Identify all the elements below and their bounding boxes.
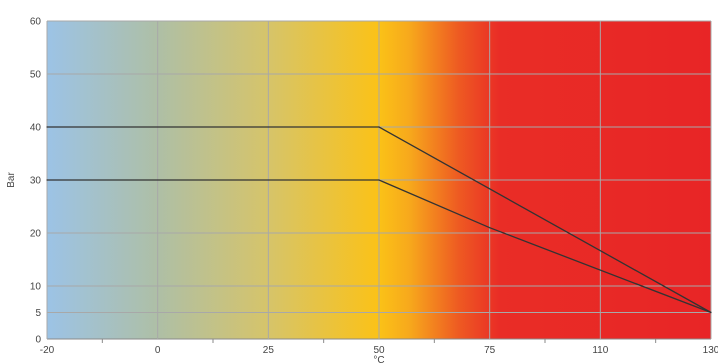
y-tick-label: 60 — [30, 17, 42, 28]
y-tick-label: 10 — [30, 282, 42, 293]
series-1-point — [46, 126, 48, 128]
y-axis-title: Bar — [6, 172, 17, 188]
y-tick-label: 5 — [35, 308, 41, 319]
y-axis-tick-labels: 0 5 10 20 30 40 50 60 — [30, 17, 42, 346]
x-tick-label: 50 — [373, 345, 385, 356]
series-2-point — [710, 311, 712, 314]
series-2-point — [489, 227, 491, 229]
x-tick-label: 130 — [703, 345, 718, 356]
series-2-point — [46, 179, 48, 181]
x-tick-label: 75 — [484, 345, 496, 356]
x-tick-label: 110 — [592, 345, 608, 356]
series-1-point — [378, 126, 380, 128]
x-axis-title: °C — [373, 355, 384, 363]
series-2-point — [378, 179, 380, 181]
x-tick-label: 25 — [263, 345, 275, 356]
y-tick-label: 20 — [30, 229, 42, 240]
series-lines — [46, 126, 712, 314]
y-tick-label: 50 — [30, 70, 42, 81]
y-tick-label: 40 — [30, 123, 42, 134]
y-tick-label: 0 — [35, 335, 41, 346]
x-tick-label: 0 — [155, 345, 161, 356]
x-axis-tick-labels: -20 0 25 50 75 110 130 — [40, 345, 718, 356]
y-tick-label: 30 — [30, 176, 42, 187]
x-tick-label: -20 — [40, 345, 55, 356]
series-line-2 — [47, 179, 712, 314]
